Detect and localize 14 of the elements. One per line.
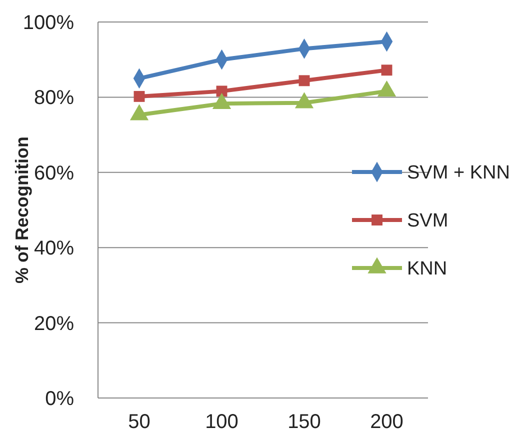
y-tick-label: 40% (34, 238, 74, 260)
x-tick-label: 100 (205, 411, 238, 433)
y-tick-label: 80% (34, 87, 74, 110)
y-tick-label: 0% (45, 388, 74, 410)
legend-label: SVM + KNN (407, 162, 510, 184)
legend-label: SVM (407, 210, 448, 232)
x-tick-label: 200 (370, 411, 404, 433)
y-tick-label: 60% (34, 162, 74, 184)
legend-label: KNN (407, 258, 448, 280)
y-tick-label: 20% (34, 312, 74, 335)
y-tick-label: 100% (22, 12, 74, 34)
x-tick-label: 50 (128, 411, 150, 433)
y-axis-title: % of Recognition (12, 136, 32, 284)
x-tick-label: 150 (288, 411, 321, 433)
